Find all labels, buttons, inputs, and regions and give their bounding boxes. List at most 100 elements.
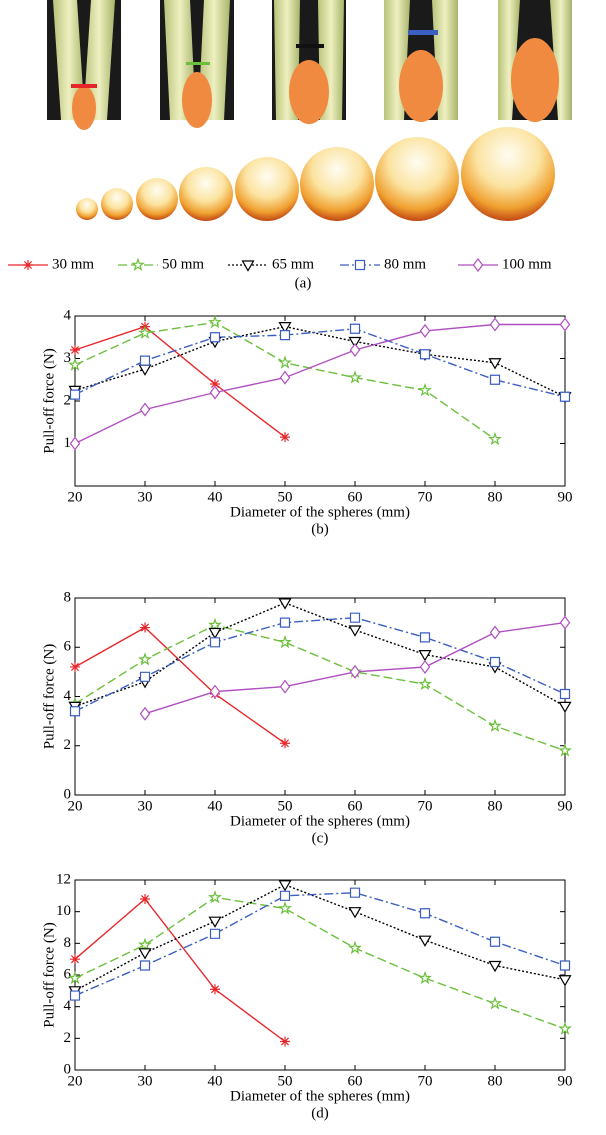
- data-point: [419, 659, 431, 674]
- data-point: [488, 431, 502, 446]
- x-tick-label: 50: [278, 489, 293, 505]
- data-point: [140, 894, 150, 904]
- y-tick-label: 6: [64, 966, 72, 982]
- series-line: [74, 624, 566, 752]
- x-tick-label: 80: [488, 798, 503, 814]
- x-tick-label: 40: [208, 489, 223, 505]
- data-point: [278, 634, 292, 649]
- data-point: [138, 652, 152, 666]
- panel-caption: (d): [311, 1105, 329, 1121]
- x-tick-label: 30: [138, 1073, 153, 1089]
- y-tick-label: 3: [64, 350, 72, 366]
- data-point: [349, 664, 361, 679]
- data-point: [419, 908, 431, 919]
- y-tick-label: 4: [64, 307, 72, 323]
- legend-label: 50 mm: [162, 256, 204, 272]
- data-point: [209, 637, 221, 648]
- data-point: [139, 706, 151, 721]
- data-point: [278, 598, 292, 610]
- data-point: [489, 317, 501, 332]
- series-line: [74, 884, 566, 992]
- data-point: [69, 990, 81, 1001]
- plot-frame: [74, 879, 566, 1071]
- x-tick-label: 70: [418, 798, 433, 814]
- data-point: [278, 880, 292, 892]
- series-line: [74, 325, 566, 398]
- y-tick-label: 6: [64, 639, 72, 655]
- x-tick-label: 90: [558, 489, 573, 505]
- data-point: [278, 901, 292, 915]
- data-point: [278, 355, 292, 369]
- series-line: [74, 602, 566, 708]
- legend: 30 mm 50 mm 65 mm 80 mm 100 mm: [8, 256, 552, 272]
- legend-label: 65 mm: [272, 256, 314, 272]
- data-point: [559, 688, 571, 700]
- data-point: [69, 706, 81, 717]
- x-tick-label: 80: [488, 1073, 503, 1089]
- series-line: [74, 328, 566, 398]
- x-tick-label: 40: [208, 798, 223, 814]
- x-axis-label: Diameter of the spheres (mm): [230, 504, 410, 520]
- data-point: [418, 650, 432, 662]
- x-tick-label: 60: [348, 798, 363, 814]
- y-tick-label: 0: [64, 786, 72, 802]
- data-point: [278, 322, 292, 334]
- y-tick-label: 2: [64, 1030, 72, 1046]
- data-point: [279, 617, 291, 628]
- series-line: [74, 896, 566, 1030]
- data-point: [558, 1021, 572, 1035]
- data-point: [419, 349, 431, 360]
- data-point: [280, 738, 290, 749]
- y-tick-label: 2: [64, 737, 72, 753]
- y-tick-label: 10: [56, 903, 71, 919]
- data-point: [348, 370, 362, 384]
- data-point: [208, 890, 222, 904]
- data-point: [349, 612, 361, 623]
- y-tick-label: 8: [64, 589, 72, 605]
- x-tick-label: 30: [138, 798, 153, 814]
- photos: [47, 0, 572, 130]
- data-point: [70, 661, 80, 672]
- x-tick-label: 40: [208, 1073, 223, 1089]
- panel-caption: (c): [312, 830, 329, 846]
- plot-frame: [74, 315, 566, 487]
- x-tick-label: 20: [68, 1073, 83, 1089]
- data-point: [349, 887, 361, 898]
- data-point: [208, 315, 222, 329]
- x-tick-label: 90: [558, 1073, 573, 1089]
- data-point: [209, 385, 221, 400]
- legend-marker: [472, 258, 484, 272]
- data-point: [279, 679, 291, 694]
- y-tick-label: 2: [64, 392, 72, 408]
- data-point: [208, 916, 222, 928]
- data-point: [348, 907, 362, 919]
- x-tick-label: 20: [68, 489, 83, 505]
- data-point: [558, 975, 572, 987]
- data-point: [279, 370, 291, 385]
- series-line: [74, 616, 566, 712]
- data-point: [488, 996, 502, 1010]
- y-tick-label: 1: [64, 435, 72, 451]
- x-tick-label: 70: [418, 1073, 433, 1089]
- data-point: [558, 701, 572, 714]
- data-point: [68, 357, 82, 371]
- data-point: [280, 432, 290, 443]
- data-point: [418, 970, 432, 985]
- data-point: [419, 632, 431, 643]
- series-line: [74, 323, 565, 445]
- series-line: [74, 325, 286, 438]
- data-point: [559, 960, 571, 971]
- data-point: [488, 960, 502, 973]
- data-point: [209, 928, 221, 939]
- legend-marker: [131, 257, 145, 271]
- x-axis-label: Diameter of the spheres (mm): [230, 813, 410, 829]
- data-point: [209, 684, 221, 699]
- y-tick-label: 4: [64, 688, 72, 704]
- data-point: [489, 936, 501, 947]
- y-tick-label: 8: [64, 935, 72, 951]
- data-point: [70, 954, 80, 965]
- data-point: [488, 718, 502, 733]
- x-tick-label: 90: [558, 798, 573, 814]
- data-point: [69, 389, 81, 400]
